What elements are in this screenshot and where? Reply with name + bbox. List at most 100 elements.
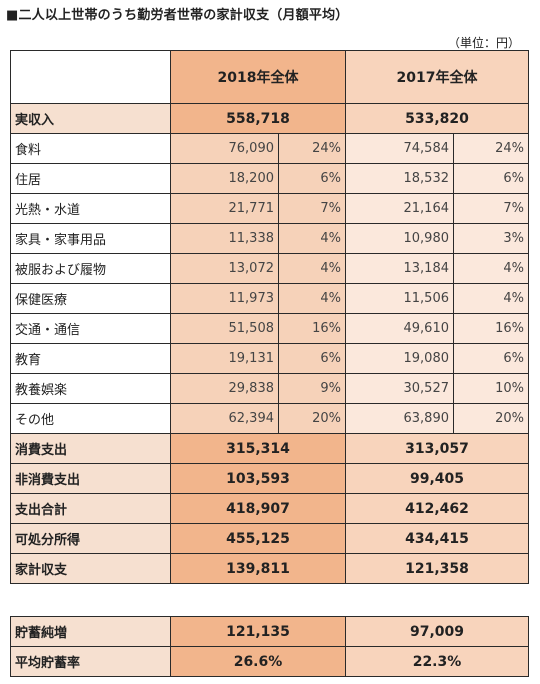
total-2017-value: 313,057 [345,433,529,464]
savings-2017-value: 22.3% [345,646,529,677]
expense-2018-value: 11,973 [170,283,279,314]
expense-2017-share: 20% [453,403,529,434]
expense-2017-value: 21,164 [345,193,454,224]
header-corner-cell [10,50,171,104]
expense-label: 保健医療 [10,283,171,314]
total-2017-value: 434,415 [345,523,529,554]
expense-2018-share: 4% [278,223,346,254]
income-label: 実収入 [10,103,171,134]
savings-label: 平均貯蓄率 [10,646,171,677]
expense-row: 食料 76,090 24% 74,584 24% [10,133,529,164]
expense-2017-value: 13,184 [345,253,454,284]
expense-2018-share: 6% [278,163,346,194]
total-label: 消費支出 [10,433,171,464]
expense-2017-share: 16% [453,313,529,344]
expense-2018-value: 13,072 [170,253,279,284]
expense-row: 被服および履物 13,072 4% 13,184 4% [10,253,529,284]
expense-2017-value: 10,980 [345,223,454,254]
expense-2018-share: 4% [278,283,346,314]
total-2018-value: 455,125 [170,523,346,554]
total-row: 消費支出 315,314 313,057 [10,433,529,464]
header-2018: 2018年全体 [170,50,346,104]
expense-label: 住居 [10,163,171,194]
expense-label: その他 [10,403,171,434]
savings-row: 貯蓄純増 121,135 97,009 [10,616,529,647]
expense-2018-value: 19,131 [170,343,279,374]
expense-2018-share: 16% [278,313,346,344]
household-budget-table: 2018年全体 2017年全体 実収入 558,718 533,820 食料 76… [10,50,529,584]
total-row: 家計収支 139,811 121,358 [10,553,529,584]
expense-row: 交通・通信 51,508 16% 49,610 16% [10,313,529,344]
expense-row: その他 62,394 20% 63,890 20% [10,403,529,434]
expense-2017-share: 24% [453,133,529,164]
expense-label: 食料 [10,133,171,164]
expense-row: 家具・家事用品 11,338 4% 10,980 3% [10,223,529,254]
expense-row: 光熱・水道 21,771 7% 21,164 7% [10,193,529,224]
total-row: 可処分所得 455,125 434,415 [10,523,529,554]
savings-label: 貯蓄純増 [10,616,171,647]
expense-2017-value: 63,890 [345,403,454,434]
expense-2017-share: 6% [453,163,529,194]
expense-row: 保健医療 11,973 4% 11,506 4% [10,283,529,314]
expense-2018-share: 6% [278,343,346,374]
total-label: 非消費支出 [10,463,171,494]
expense-2017-value: 11,506 [345,283,454,314]
expense-2017-share: 7% [453,193,529,224]
income-2017: 533,820 [345,103,529,134]
expense-2018-value: 29,838 [170,373,279,404]
total-2017-value: 412,462 [345,493,529,524]
total-2018-value: 103,593 [170,463,346,494]
expense-label: 教養娯楽 [10,373,171,404]
header-2017: 2017年全体 [345,50,529,104]
total-row: 支出合計 418,907 412,462 [10,493,529,524]
expense-2018-share: 4% [278,253,346,284]
expense-2018-value: 18,200 [170,163,279,194]
expense-2018-value: 21,771 [170,193,279,224]
income-row: 実収入 558,718 533,820 [10,103,529,134]
page-title: ■二人以上世帯のうち勤労者世帯の家計収支（月額平均） [6,8,349,23]
expense-2017-share: 6% [453,343,529,374]
expense-label: 交通・通信 [10,313,171,344]
expense-label: 教育 [10,343,171,374]
expense-2017-share: 10% [453,373,529,404]
expense-label: 光熱・水道 [10,193,171,224]
expense-2017-value: 49,610 [345,313,454,344]
total-2017-value: 121,358 [345,553,529,584]
expense-2017-share: 4% [453,253,529,284]
total-row: 非消費支出 103,593 99,405 [10,463,529,494]
expense-row: 住居 18,200 6% 18,532 6% [10,163,529,194]
total-2018-value: 418,907 [170,493,346,524]
expense-2017-share: 3% [453,223,529,254]
expense-2018-value: 76,090 [170,133,279,164]
expense-row: 教養娯楽 29,838 9% 30,527 10% [10,373,529,404]
total-2017-value: 99,405 [345,463,529,494]
unit-label: （単位：円） [447,36,520,50]
total-label: 家計収支 [10,553,171,584]
savings-row: 平均貯蓄率 26.6% 22.3% [10,646,529,677]
total-label: 支出合計 [10,493,171,524]
expense-2018-share: 7% [278,193,346,224]
expense-label: 被服および履物 [10,253,171,284]
expense-2018-value: 11,338 [170,223,279,254]
expense-2018-value: 51,508 [170,313,279,344]
savings-table: 貯蓄純増 121,135 97,009 平均貯蓄率 26.6% 22.3% [10,616,529,677]
total-label: 可処分所得 [10,523,171,554]
expense-2018-share: 9% [278,373,346,404]
total-2018-value: 139,811 [170,553,346,584]
savings-2017-value: 97,009 [345,616,529,647]
expense-label: 家具・家事用品 [10,223,171,254]
expense-2018-share: 20% [278,403,346,434]
savings-2018-value: 26.6% [170,646,346,677]
expense-2017-share: 4% [453,283,529,314]
expense-2017-value: 30,527 [345,373,454,404]
savings-2018-value: 121,135 [170,616,346,647]
total-2018-value: 315,314 [170,433,346,464]
header-row: 2018年全体 2017年全体 [10,50,529,104]
expense-2017-value: 18,532 [345,163,454,194]
expense-row: 教育 19,131 6% 19,080 6% [10,343,529,374]
expense-2018-value: 62,394 [170,403,279,434]
income-2018: 558,718 [170,103,346,134]
expense-2018-share: 24% [278,133,346,164]
expense-2017-value: 19,080 [345,343,454,374]
expense-2017-value: 74,584 [345,133,454,164]
